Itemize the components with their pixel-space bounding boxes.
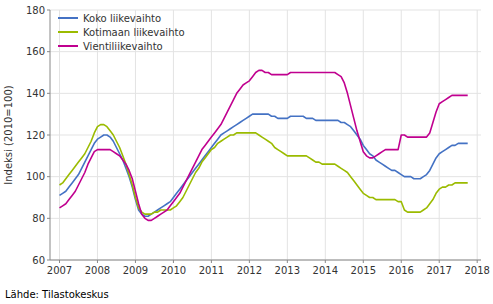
x-tick — [401, 260, 402, 263]
grid-line-y — [50, 93, 481, 94]
series-line — [59, 125, 467, 215]
grid-line-y — [50, 10, 481, 11]
x-tick — [249, 260, 250, 263]
legend-swatch — [58, 31, 78, 33]
y-tick-label: 100 — [26, 171, 45, 182]
x-tick — [287, 260, 288, 263]
y-tick-label: 120 — [26, 130, 45, 141]
grid-line-x — [363, 10, 364, 260]
y-tick-label: 80 — [32, 213, 45, 224]
grid — [50, 10, 481, 260]
x-tick-label: 2008 — [85, 265, 110, 276]
grid-line-x — [211, 10, 212, 260]
x-tick-label: 2013 — [275, 265, 300, 276]
y-tick — [47, 93, 50, 94]
y-tick — [47, 176, 50, 177]
x-tick-label: 2007 — [47, 265, 72, 276]
grid-line-x — [325, 10, 326, 260]
x-tick-label: 2009 — [123, 265, 148, 276]
y-tick — [47, 135, 50, 136]
x-tick-label: 2014 — [313, 265, 338, 276]
x-tick-label: 2011 — [199, 265, 224, 276]
x-tick — [211, 260, 212, 263]
y-ticks: 60 80 100 120 140 160 180 — [26, 5, 50, 266]
grid-line-y — [50, 135, 481, 136]
source-note: Lähde: Tilastokeskus — [5, 289, 109, 300]
x-tick — [325, 260, 326, 263]
grid-line-y — [50, 218, 481, 219]
x-tick-label: 2017 — [427, 265, 452, 276]
x-tick-label: 2012 — [237, 265, 262, 276]
lines — [59, 70, 467, 220]
x-tick — [59, 260, 60, 263]
y-tick-label: 140 — [26, 88, 45, 99]
x-tick — [439, 260, 440, 263]
x-tick — [173, 260, 174, 263]
series-line — [59, 70, 467, 220]
y-tick — [47, 51, 50, 52]
x-axis-line — [50, 260, 481, 261]
x-tick-label: 2010 — [161, 265, 186, 276]
x-tick-label: 2015 — [351, 265, 376, 276]
x-tick — [477, 260, 478, 263]
grid-line-x — [439, 10, 440, 260]
y-tick-label: 160 — [26, 46, 45, 57]
x-tick — [97, 260, 98, 263]
y-axis-label: Indeksi (2010=100) — [3, 85, 14, 185]
y-tick — [47, 260, 50, 261]
grid-line-x — [249, 10, 250, 260]
series-line — [59, 114, 467, 216]
x-ticks: 2007 2008 2009 2010 2011 2012 2013 2014 2015 2016… — [47, 260, 490, 276]
y-tick-label: 60 — [32, 255, 45, 266]
grid-line-x — [477, 10, 478, 260]
grid-line-x — [173, 10, 174, 260]
x-tick-label: 2018 — [464, 265, 489, 276]
legend-label: Kotimaan liikevaihto — [83, 27, 185, 38]
grid-line-x — [59, 10, 60, 260]
grid-line-y — [50, 176, 481, 177]
legend: Koko liikevaihto Kotimaan liikevaihto Vien… — [58, 13, 185, 52]
chart: 2007 2008 2009 2010 2011 2012 2013 2014 2015 2016… — [0, 0, 493, 304]
y-tick — [47, 218, 50, 219]
legend-swatch — [58, 45, 78, 47]
grid-line-x — [287, 10, 288, 260]
y-tick — [47, 10, 50, 11]
legend-label: Koko liikevaihto — [83, 13, 161, 24]
x-tick-label: 2016 — [389, 265, 414, 276]
legend-swatch — [58, 17, 78, 19]
legend-label: Vientiliikevaihto — [83, 41, 163, 52]
x-tick — [135, 260, 136, 263]
x-tick — [363, 260, 364, 263]
grid-line-y — [50, 260, 481, 261]
y-tick-label: 180 — [26, 5, 45, 16]
